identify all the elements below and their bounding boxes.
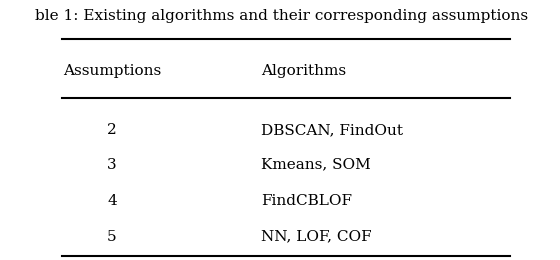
Text: Algorithms: Algorithms (262, 64, 347, 78)
Text: 3: 3 (107, 158, 116, 172)
Text: NN, LOF, COF: NN, LOF, COF (262, 230, 372, 244)
Text: 5: 5 (107, 230, 116, 244)
Text: 4: 4 (107, 194, 117, 208)
Text: Assumptions: Assumptions (63, 64, 161, 78)
Text: 2: 2 (107, 123, 117, 137)
Text: DBSCAN, FindOut: DBSCAN, FindOut (262, 123, 403, 137)
Text: FindCBLOF: FindCBLOF (262, 194, 352, 208)
Text: Kmeans, SOM: Kmeans, SOM (262, 158, 371, 172)
Text: ble 1: Existing algorithms and their corresponding assumptions: ble 1: Existing algorithms and their cor… (35, 9, 528, 23)
